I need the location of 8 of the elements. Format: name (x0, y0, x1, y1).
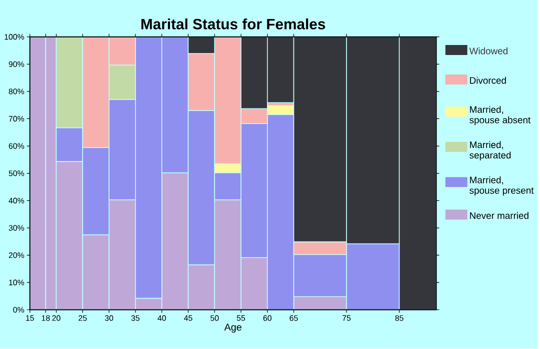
chart-title: Marital Status for Females (141, 18, 326, 30)
legend-label: Married, spouse present (470, 176, 534, 196)
legend-label: Married, separated (470, 141, 511, 161)
text: Widowed (469, 48, 508, 55)
x-axis-title: Age (224, 324, 242, 333)
legend-label: Married, spouse absent (470, 106, 531, 126)
legend-label: Divorced (470, 77, 506, 84)
legend-label: Never married (470, 212, 528, 220)
